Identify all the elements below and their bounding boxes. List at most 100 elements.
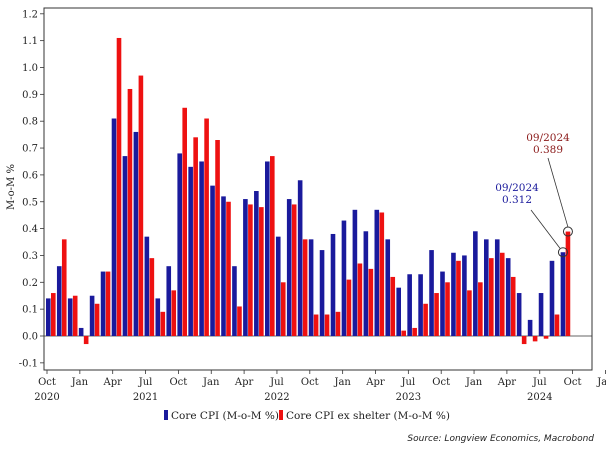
bar-core-cpi-ex-shelter (357, 263, 363, 336)
bar-core-cpi (254, 191, 259, 336)
axes: -0.1 0.0 0.1 0.2 0.3 0.4 0.5 0.6 0.7 0.8 0.9 1.0 1.1… (19, 7, 606, 403)
y-tick-label: 0.9 (22, 90, 38, 101)
bar-core-cpi-ex-shelter (401, 330, 406, 336)
bar-core-cpi-ex-shelter (116, 37, 122, 337)
bar-core-cpi (484, 239, 489, 336)
bars (46, 37, 571, 345)
bar-core-cpi-ex-shelter (565, 231, 571, 336)
bar-core-cpi-ex-shelter (499, 252, 505, 336)
x-tick-label: Jul (138, 377, 153, 388)
bar-core-cpi (308, 239, 314, 336)
y-tick-label: 1.0 (22, 63, 38, 74)
legend-swatch-core-cpi-ex-shelter (279, 410, 283, 420)
bar-core-cpi-ex-shelter (434, 293, 439, 336)
annotation-date-core-cpi-ex-shelter: 09/2024 (526, 132, 570, 144)
bar-core-cpi (177, 153, 182, 336)
bar-core-cpi-ex-shelter (280, 282, 286, 336)
x-tick-label: Apr (234, 377, 254, 388)
bar-core-cpi (341, 220, 347, 336)
bar-core-cpi-ex-shelter (346, 279, 352, 336)
bar-core-cpi (527, 319, 533, 336)
bar-core-cpi-ex-shelter (467, 290, 472, 336)
bar-core-cpi-ex-shelter (489, 258, 494, 336)
annotation-value-core-cpi-ex-shelter: 0.389 (533, 144, 563, 156)
y-tick-label: 0.1 (22, 305, 38, 316)
bar-core-cpi-ex-shelter (423, 303, 428, 336)
legend: Core CPI (M-o-M %) Core CPI ex shelter (… (164, 410, 450, 422)
bar-core-cpi (352, 209, 358, 336)
bar-core-cpi-ex-shelter (204, 118, 209, 336)
bar-core-cpi (297, 180, 303, 336)
bar-core-cpi (56, 266, 62, 336)
bar-core-cpi-ex-shelter (72, 295, 78, 336)
x-tick-label: Oct (564, 377, 582, 388)
bar-core-cpi (122, 156, 128, 336)
bar-core-cpi-ex-shelter (83, 336, 89, 345)
bar-core-cpi (199, 161, 204, 336)
bar-core-cpi-ex-shelter (510, 276, 516, 336)
x-tick-label: Oct (432, 377, 450, 388)
x-tick-year-label: 2023 (396, 392, 421, 403)
bar-core-cpi-ex-shelter (182, 107, 187, 336)
bar-core-cpi-ex-shelter (313, 314, 319, 336)
x-tick-label: Oct (169, 377, 187, 388)
bar-core-cpi (188, 166, 193, 336)
bar-core-cpi-ex-shelter (302, 239, 308, 336)
bar-core-cpi (221, 196, 226, 336)
y-axis-label: M-o-M % (6, 164, 17, 210)
x-tick-label: Jan (202, 377, 220, 388)
bar-core-cpi (67, 298, 73, 336)
x-tick-label: Jan (596, 377, 606, 388)
x-tick-label: Oct (38, 377, 56, 388)
y-tick-label: 1.2 (22, 9, 38, 20)
bar-core-cpi (243, 199, 248, 336)
bar-core-cpi (111, 118, 117, 336)
bar-core-cpi-ex-shelter (138, 75, 144, 336)
bar-core-cpi-ex-shelter (390, 276, 396, 336)
bar-core-cpi-ex-shelter (324, 314, 330, 336)
bar-core-cpi (46, 298, 51, 336)
y-tick-label: 0.3 (22, 251, 38, 262)
bar-core-cpi (89, 295, 95, 336)
bar-core-cpi-ex-shelter (259, 207, 264, 336)
bar-core-cpi-ex-shelter (291, 204, 297, 336)
bar-core-cpi-ex-shelter (368, 268, 374, 337)
bar-core-cpi-ex-shelter (160, 311, 166, 336)
annotation-leader-core-cpi-ex-shelter (547, 157, 569, 228)
bar-core-cpi (100, 271, 106, 336)
bar-core-cpi-ex-shelter (445, 282, 450, 336)
bar-core-cpi (396, 287, 401, 336)
x-tick-label: Jul (269, 377, 284, 388)
bar-core-cpi (232, 266, 237, 336)
source-note: Source: Longview Economics, Macrobond (407, 434, 594, 444)
bar-core-cpi (144, 236, 150, 336)
bar-core-cpi (429, 250, 434, 336)
y-tick-label: 0.5 (22, 197, 38, 208)
y-tick-label: 0.7 (22, 144, 38, 155)
legend-label-core-cpi-ex-shelter: Core CPI ex shelter (M-o-M %) (286, 410, 450, 422)
bar-core-cpi-ex-shelter (193, 137, 198, 336)
bar-core-cpi (462, 255, 467, 336)
x-tick-label: Apr (497, 377, 517, 388)
legend-swatch-core-cpi (164, 410, 168, 420)
bar-core-cpi (407, 274, 412, 336)
x-tick-year-label: 2022 (264, 392, 289, 403)
bar-core-cpi (560, 252, 566, 336)
x-tick-year-label: 2021 (133, 392, 158, 403)
bar-core-cpi-ex-shelter (237, 306, 242, 336)
bar-core-cpi-ex-shelter (105, 271, 111, 336)
y-tick-label: 0.2 (22, 278, 38, 289)
bar-core-cpi (133, 131, 139, 336)
x-tick-year-label: 2024 (527, 392, 552, 403)
bar-core-cpi (494, 239, 500, 336)
bar-core-cpi-ex-shelter (171, 290, 177, 336)
bar-core-cpi-ex-shelter (456, 260, 461, 336)
bar-core-cpi-ex-shelter (412, 327, 417, 336)
bar-core-cpi-ex-shelter (149, 258, 155, 336)
bar-core-cpi (505, 258, 511, 336)
bar-core-cpi-ex-shelter (478, 282, 483, 336)
bar-core-cpi (516, 293, 522, 336)
x-tick-label: Jan (465, 377, 483, 388)
